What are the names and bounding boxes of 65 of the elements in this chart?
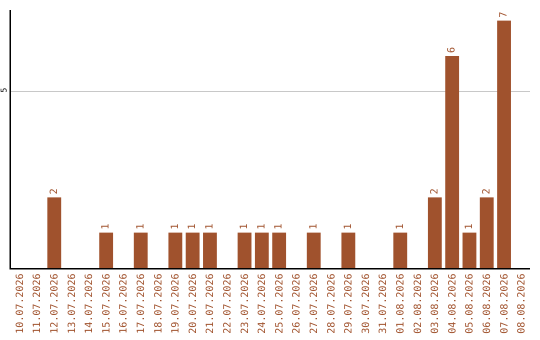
bar [203, 232, 217, 268]
x-tick-label: 03.08.2026 [430, 274, 442, 334]
bar [497, 20, 511, 268]
data-label: 1 [308, 224, 320, 230]
bar [462, 232, 476, 268]
x-tick-label: 17.07.2026 [136, 274, 147, 334]
x-tick-label: 25.07.2026 [274, 274, 286, 334]
x-tick-label: 04.08.2026 [447, 274, 458, 334]
x-tick-label: 28.07.2026 [326, 274, 338, 334]
data-label: 1 [100, 224, 112, 230]
bar [99, 232, 114, 268]
data-label: 1 [256, 224, 268, 230]
data-label: 1 [204, 224, 216, 230]
x-tick-label: 31.07.2026 [378, 274, 390, 334]
x-tick-label: 20.07.2026 [188, 274, 199, 334]
x-tick-label: 18.07.2026 [153, 274, 164, 334]
data-label: 1 [187, 224, 198, 230]
x-tick-label: 21.07.2026 [205, 274, 216, 334]
y-tick-label: 5 [0, 88, 8, 93]
data-label: 1 [239, 224, 250, 230]
bar [47, 197, 62, 268]
data-label: 1 [170, 224, 181, 230]
x-tick-label: 22.07.2026 [222, 274, 234, 334]
x-tick-label: 29.07.2026 [344, 274, 355, 334]
bar [445, 56, 460, 268]
data-label: 1 [464, 224, 475, 230]
bar [186, 232, 200, 268]
x-tick-label: 08.08.2026 [516, 274, 528, 334]
x-tick-label: 06.08.2026 [482, 274, 493, 334]
x-tick-label: 01.08.2026 [396, 274, 406, 334]
x-tick-label: 02.08.2026 [412, 274, 424, 334]
x-tick-label: 13.07.2026 [66, 274, 78, 334]
bar [341, 232, 356, 268]
data-label: 2 [429, 188, 440, 194]
x-tick-label: 23.07.2026 [240, 274, 251, 334]
data-label: 7 [498, 12, 510, 18]
data-label: 6 [446, 46, 458, 53]
data-label: 2 [48, 188, 60, 194]
bar [306, 232, 321, 268]
data-label: 1 [394, 224, 406, 230]
x-tick-label: 24.07.2026 [257, 274, 268, 334]
data-label: 1 [135, 224, 146, 230]
data-label: 1 [342, 224, 354, 230]
x-tick-label: 19.07.2026 [170, 274, 182, 334]
x-tick-label: 27.07.2026 [309, 274, 320, 334]
bar [272, 232, 286, 268]
x-tick-label: 10.07.2026 [14, 274, 26, 334]
x-tick-label: 16.07.2026 [118, 274, 130, 334]
x-tick-label: 26.07.2026 [292, 274, 303, 334]
x-tick-label: 11.07.2026 [32, 274, 44, 334]
x-tick-label: 12.07.2026 [50, 274, 60, 334]
bar [168, 232, 182, 268]
bar [393, 232, 408, 268]
bar [254, 232, 269, 268]
x-tick-label: 05.08.2026 [464, 274, 476, 334]
bar [238, 232, 252, 268]
x-tick-label: 07.08.2026 [499, 274, 510, 334]
x-tick-label: 15.07.2026 [101, 274, 112, 334]
data-label: 2 [481, 188, 492, 194]
x-tick-label: 30.07.2026 [360, 274, 372, 334]
bar [134, 232, 148, 268]
bar [428, 197, 442, 268]
data-label: 1 [274, 224, 285, 230]
x-tick-label: 14.07.2026 [84, 274, 96, 334]
bar [480, 197, 494, 268]
